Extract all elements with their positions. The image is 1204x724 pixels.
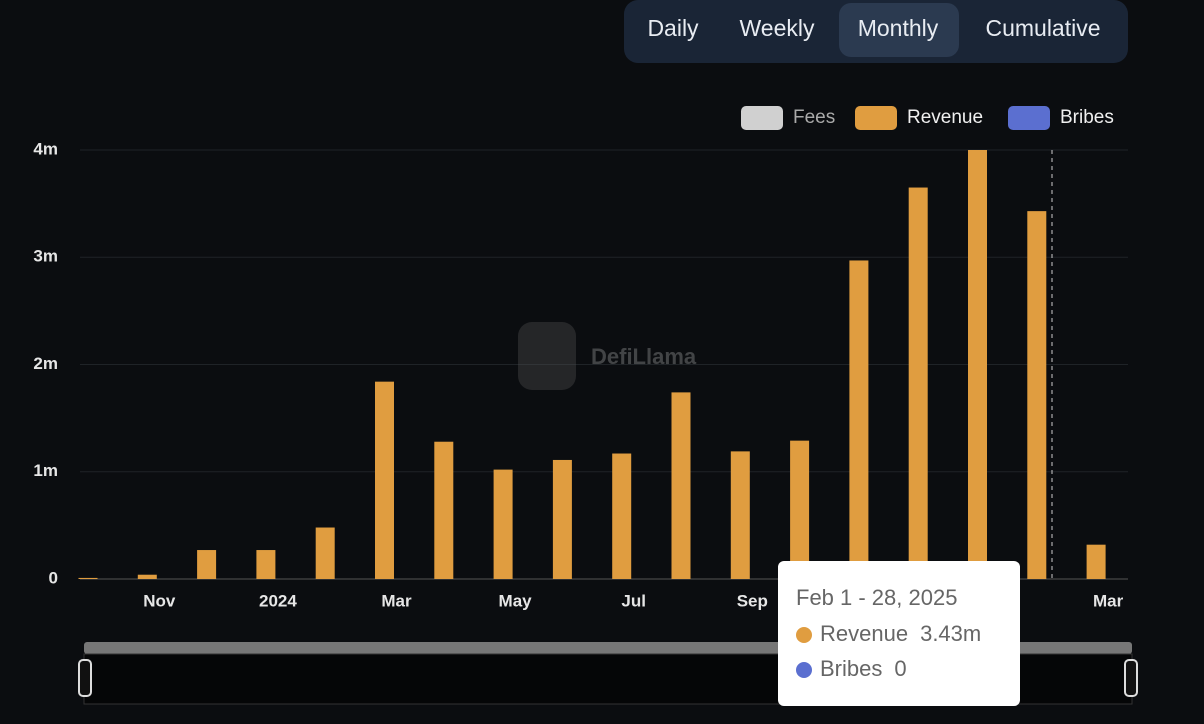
- tooltip-dot: [796, 627, 812, 643]
- tooltip-value: 3.43m: [920, 621, 981, 646]
- legend-label[interactable]: Revenue: [907, 107, 983, 128]
- y-tick-label: 2m: [33, 354, 58, 373]
- legend-swatch[interactable]: [855, 106, 897, 130]
- x-tick-label: Sep: [737, 591, 768, 610]
- tooltip-series-name: Revenue: [820, 621, 908, 646]
- x-tick-label: 2024: [259, 591, 297, 610]
- bar: [968, 150, 987, 579]
- legend-swatch[interactable]: [741, 106, 783, 130]
- bar: [434, 441, 454, 579]
- y-tick-label: 3m: [33, 247, 58, 266]
- y-tick-label: 4m: [33, 139, 58, 158]
- tooltip-box: [778, 561, 1020, 706]
- bar: [849, 260, 869, 579]
- tooltip-value: 0: [894, 656, 906, 681]
- bar: [1027, 211, 1047, 579]
- bar: [375, 381, 394, 579]
- bar: [197, 550, 217, 579]
- tooltip: Feb 1 - 28, 2025 Revenue 3.43m Bribes 0: [778, 561, 1020, 706]
- toggle-button[interactable]: Cumulative: [985, 15, 1100, 41]
- x-tick-label: Nov: [143, 591, 176, 610]
- tooltip-dot: [796, 662, 812, 678]
- toggle-button[interactable]: Monthly: [858, 15, 939, 41]
- watermark-text: DefiLlama: [591, 344, 697, 369]
- bar: [671, 392, 691, 579]
- tooltip-title: Feb 1 - 28, 2025: [796, 585, 957, 610]
- tooltip-series-name: Bribes: [820, 656, 882, 681]
- y-tick-label: 0: [49, 568, 58, 587]
- x-tick-label: Mar: [1093, 591, 1124, 610]
- x-tick-label: Jul: [621, 591, 646, 610]
- toggle-button[interactable]: Daily: [647, 15, 699, 41]
- bar: [730, 451, 750, 579]
- bar: [552, 459, 572, 579]
- bar: [256, 550, 276, 579]
- legend-label[interactable]: Fees: [793, 107, 835, 128]
- watermark: DefiLlama: [518, 322, 697, 390]
- toggle-button[interactable]: Weekly: [740, 15, 815, 41]
- button-active-bg: [839, 3, 959, 57]
- bar: [137, 574, 157, 579]
- x-tick-label: Mar: [381, 591, 412, 610]
- x-tick-label: May: [499, 591, 533, 610]
- legend-swatch[interactable]: [1008, 106, 1050, 130]
- legend-label[interactable]: Bribes: [1060, 107, 1114, 128]
- tooltip-row: Bribes 0: [820, 656, 907, 681]
- bar: [315, 527, 335, 579]
- bar: [78, 577, 98, 579]
- bar: [908, 187, 928, 579]
- bar: [1086, 544, 1106, 579]
- bar: [790, 440, 810, 579]
- bar: [612, 453, 632, 579]
- tooltip-row: Revenue 3.43m: [820, 621, 981, 646]
- bar: [493, 469, 513, 579]
- y-tick-label: 1m: [33, 461, 58, 480]
